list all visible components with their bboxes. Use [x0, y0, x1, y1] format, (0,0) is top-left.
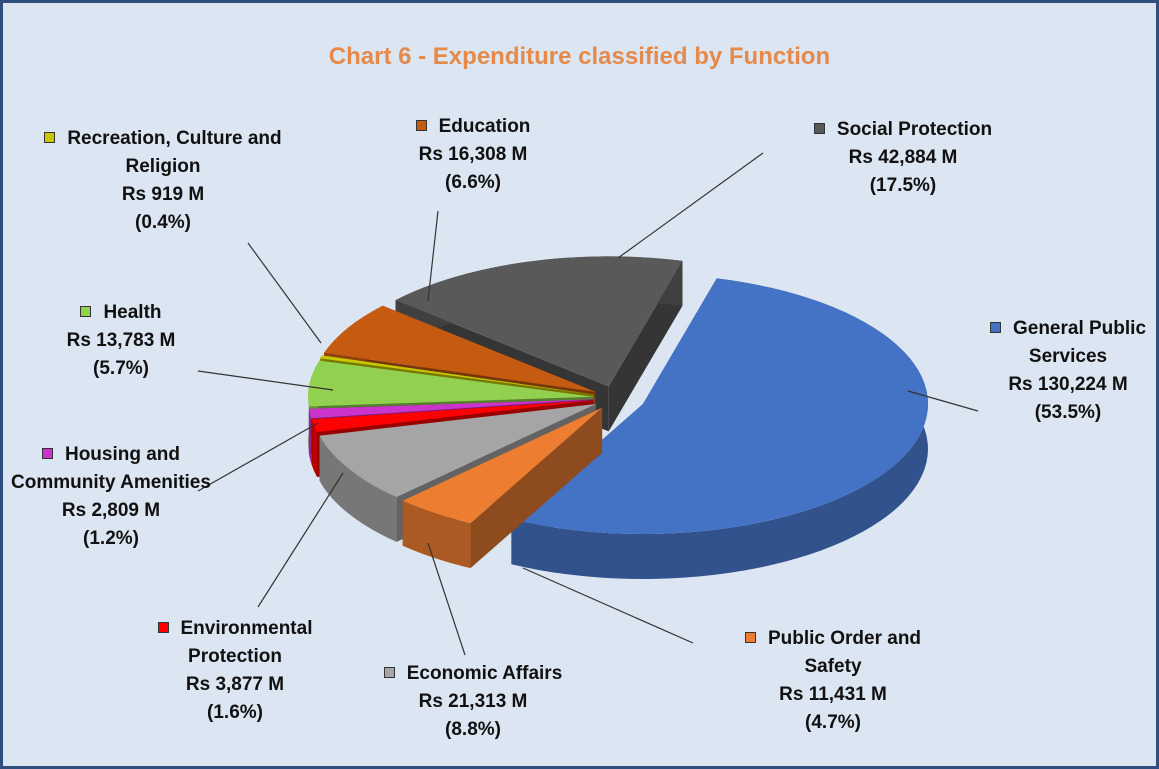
leader-line: [247, 242, 322, 344]
category-name: Housing and Community Amenities: [11, 444, 211, 493]
category-label: Recreation, Culture and Religion: [33, 125, 293, 181]
leader-line: [907, 390, 979, 412]
data-label: General Public Services Rs 130,224 M (53.5…: [973, 315, 1156, 427]
data-label: Economic Affairs Rs 21,313 M (8.8%): [358, 660, 588, 744]
slice-side: [311, 419, 318, 478]
data-label: Recreation, Culture and Religion Rs 919 M…: [33, 125, 293, 237]
percent-label: (1.2%): [83, 528, 139, 549]
percent-label: (8.8%): [445, 719, 501, 740]
category-name: Public Order and Safety: [767, 628, 922, 677]
data-label: Housing and Community Amenities Rs 2,809 …: [11, 441, 211, 553]
leader-line: [427, 542, 466, 656]
percent-label: (1.6%): [207, 702, 263, 723]
data-label: Health Rs 13,783 M (5.7%): [31, 299, 211, 383]
slice: [320, 355, 594, 395]
category-name: General Public Services: [1012, 318, 1147, 367]
legend-key: [813, 123, 825, 134]
slice-side: [402, 500, 471, 569]
percent-label: (4.7%): [805, 712, 861, 733]
leader-line: [197, 422, 319, 492]
category-label: General Public Services: [973, 315, 1156, 371]
data-label: Environmental Protection Rs 3,877 M (1.6%): [125, 615, 345, 727]
slice-side: [511, 278, 928, 579]
slice-side: [319, 435, 397, 542]
plot: [197, 152, 979, 656]
category-name: Recreation, Culture and Religion: [67, 128, 282, 177]
slice: [319, 404, 596, 497]
chart-title: Chart 6 - Expenditure classified by Func…: [328, 43, 831, 70]
category-label: Health: [31, 299, 211, 327]
legend-key: [41, 448, 53, 459]
slice: [402, 407, 603, 524]
category-name: Environmental Protection: [180, 618, 313, 667]
slice: [511, 278, 928, 534]
value-label: Rs 11,431 M: [779, 684, 887, 705]
data-label: Public Order and Safety Rs 11,431 M (4.7%): [718, 625, 948, 737]
slice: [311, 400, 594, 433]
data-label: Education Rs 16,308 M (6.6%): [373, 113, 573, 197]
slice-side: [308, 408, 312, 464]
value-label: Rs 2,809 M: [61, 500, 161, 521]
value-label: Rs 42,884 M: [848, 147, 958, 168]
slice: [308, 399, 594, 419]
data-label: Social Protection Rs 42,884 M (17.5%): [783, 116, 1023, 200]
percent-label: (0.4%): [135, 212, 191, 233]
legend-key: [80, 306, 92, 317]
legend-key: [989, 322, 1001, 333]
category-name: Economic Affairs: [406, 663, 563, 684]
value-label: Rs 16,308 M: [418, 144, 528, 165]
category-label: Public Order and Safety: [718, 625, 948, 681]
percent-label: (5.7%): [93, 358, 149, 379]
category-label: Housing and Community Amenities: [11, 441, 211, 497]
category-label: Education: [373, 113, 573, 141]
percent-label: (6.6%): [445, 172, 501, 193]
value-label: Rs 21,313 M: [418, 691, 528, 712]
leader-line: [197, 370, 334, 391]
category-name: Education: [438, 116, 531, 137]
category-label: Social Protection: [783, 116, 1023, 144]
percent-label: (17.5%): [869, 175, 937, 196]
leader-line: [257, 472, 344, 608]
slice: [308, 360, 594, 407]
legend-key: [157, 622, 169, 633]
value-label: Rs 13,783 M: [66, 330, 176, 351]
value-label: Rs 3,877 M: [185, 674, 285, 695]
slice: [324, 305, 596, 393]
percent-label: (53.5%): [1034, 402, 1102, 423]
legend-key: [744, 632, 756, 643]
value-label: Rs 919 M: [121, 184, 205, 205]
legend-key: [415, 120, 427, 131]
leader-line: [522, 567, 694, 644]
category-name: Health: [103, 302, 162, 323]
legend-key: [44, 132, 56, 143]
category-label: Environmental Protection: [125, 615, 345, 671]
category-name: Social Protection: [836, 119, 993, 140]
category-label: Economic Affairs: [358, 660, 588, 688]
legend-key: [383, 667, 395, 678]
slice: [395, 256, 683, 387]
value-label: Rs 130,224 M: [1008, 374, 1128, 395]
leader-line: [617, 152, 764, 259]
leader-line: [427, 210, 439, 302]
